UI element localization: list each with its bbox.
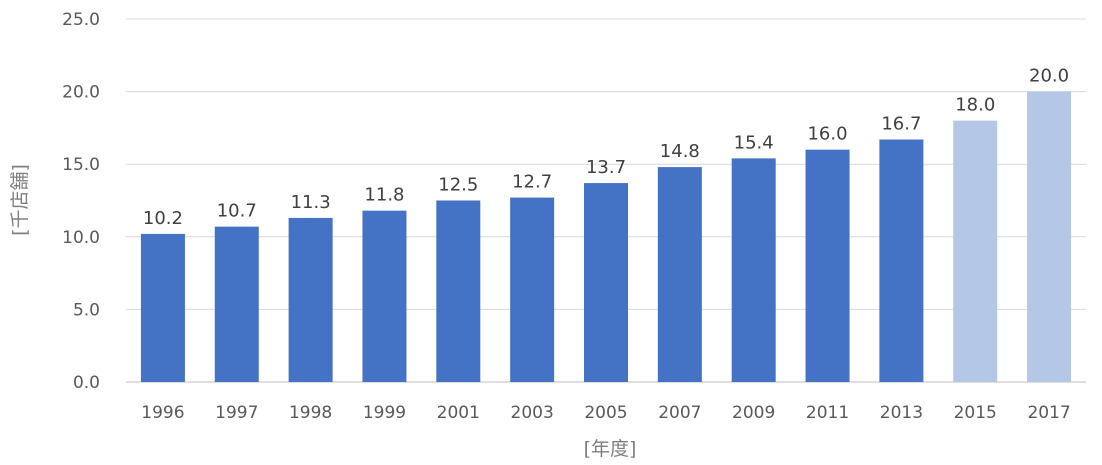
data-label-1997: 10.7 [217, 201, 257, 222]
data-label-2009: 15.4 [734, 132, 774, 153]
data-label-1996: 10.2 [143, 208, 183, 229]
data-label-2005: 13.7 [586, 157, 626, 178]
y-axis-title: [千店舗] [9, 164, 31, 236]
bar-2007 [657, 167, 702, 382]
data-label-2001: 12.5 [438, 175, 478, 196]
bar-1997 [214, 226, 259, 382]
y-axis-ticks: 0.0 5.0 10.0 15.0 20.0 25.0 [62, 10, 100, 393]
bar-2013 [879, 139, 924, 382]
data-label-2011: 16.0 [807, 124, 847, 145]
data-labels: 10.2 10.7 11.3 11.8 12.5 12.7 13.7 14.8 15.4 16.0… [143, 66, 1069, 229]
x-tick-label-2001: 2001 [437, 403, 480, 423]
x-tick-label-1996: 1996 [141, 403, 184, 423]
y-tick-label: 15.0 [62, 155, 100, 175]
data-label-2013: 16.7 [881, 114, 921, 135]
bar-2001 [436, 200, 481, 382]
x-tick-label-2015: 2015 [954, 403, 997, 423]
x-tick-label-2003: 2003 [511, 403, 554, 423]
data-label-2015: 18.0 [955, 95, 995, 116]
x-tick-label-2013: 2013 [880, 403, 923, 423]
x-tick-label-2005: 2005 [584, 403, 627, 423]
x-tick-label-1997: 1997 [215, 403, 258, 423]
x-tick-label-2017: 2017 [1027, 403, 1070, 423]
x-axis-ticks: 1996 1997 1998 1999 2001 2003 2005 2007 2009 2011… [141, 403, 1070, 423]
x-axis-title: [年度] [584, 438, 637, 460]
y-tick-label: 20.0 [62, 83, 100, 103]
x-tick-label-1998: 1998 [289, 403, 332, 423]
x-tick-label-2011: 2011 [806, 403, 849, 423]
bar-2015 [953, 120, 998, 382]
bar-2017 [1027, 91, 1072, 382]
bar-2009 [731, 158, 776, 382]
y-tick-label: 10.0 [62, 228, 100, 248]
y-tick-label: 5.0 [73, 300, 100, 320]
x-tick-label-2007: 2007 [658, 403, 701, 423]
bar-2005 [584, 183, 628, 382]
x-tick-label-1999: 1999 [363, 403, 406, 423]
data-label-1999: 11.8 [364, 185, 404, 206]
bar-1996 [140, 233, 185, 382]
bar-1998 [288, 217, 333, 382]
data-label-1998: 11.3 [291, 192, 331, 213]
bar-2011 [805, 149, 850, 382]
bars [140, 91, 1072, 382]
data-label-2017: 20.0 [1029, 66, 1069, 87]
bar-1999 [362, 210, 407, 382]
data-label-2003: 12.7 [512, 172, 552, 193]
x-tick-label-2009: 2009 [732, 403, 775, 423]
bar-2003 [510, 197, 555, 382]
y-tick-label: 25.0 [62, 10, 100, 30]
y-tick-label: 0.0 [73, 373, 100, 393]
data-label-2007: 14.8 [660, 141, 700, 162]
